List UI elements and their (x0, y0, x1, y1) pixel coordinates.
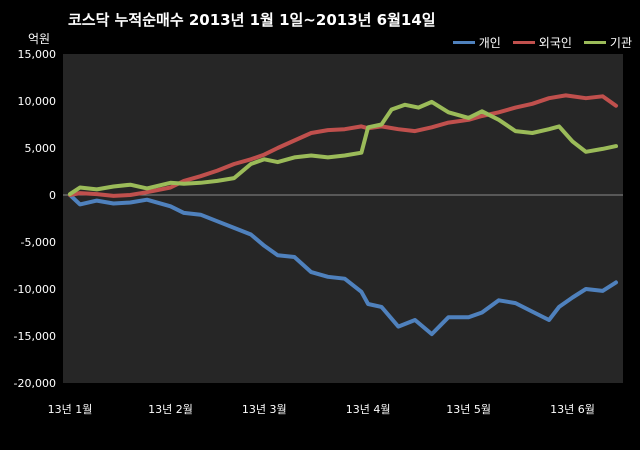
legend-item-institution: 기관 (583, 34, 632, 51)
x-tick-label: 13년 5월 (446, 403, 491, 416)
x-tick-label: 13년 3월 (242, 403, 287, 416)
y-tick-label: -10,000 (14, 283, 56, 296)
y-tick-label: -20,000 (14, 377, 56, 390)
series-line-foreign (68, 93, 618, 198)
y-tick-label: 0 (49, 189, 56, 202)
y-tick-label: 10,000 (18, 95, 57, 108)
series-line-individual (68, 193, 618, 337)
legend-swatch-foreign (512, 41, 535, 44)
chart-legend: 개인 외국인 기관 (452, 34, 632, 51)
y-tick-label: 15,000 (18, 48, 57, 61)
x-tick-label: 13년 6월 (550, 403, 595, 416)
y-axis-ticks: 15,000 10,000 5,000 0 -5,000 -10,000 -15,000 -2… (14, 48, 56, 390)
x-tick-label: 13년 2월 (148, 403, 193, 416)
legend-swatch-institution (583, 41, 606, 44)
y-tick-label: 5,000 (25, 142, 57, 155)
legend-label-foreign: 외국인 (538, 36, 572, 50)
legend-swatch-individual (452, 41, 475, 44)
legend-item-individual: 개인 (452, 34, 501, 51)
plot-area (63, 54, 623, 383)
x-tick-label: 13년 1월 (48, 403, 93, 416)
legend-label-individual: 개인 (478, 36, 501, 50)
legend-label-institution: 기관 (609, 36, 632, 50)
chart-title: 코스닥 누적순매수 2013년 1월 1일~2013년 6월14일 (68, 11, 436, 29)
legend-item-foreign: 외국인 (512, 34, 572, 51)
y-axis-unit: 억원 (28, 32, 51, 46)
x-tick-label: 13년 4월 (346, 403, 391, 416)
series-line-institution (68, 99, 618, 197)
y-tick-label: -5,000 (21, 236, 56, 249)
y-tick-label: -15,000 (14, 330, 56, 343)
series-lines (68, 93, 618, 337)
x-axis-ticks: 13년 1월 13년 2월 13년 3월 13년 4월 13년 5월 13년 6월 (48, 403, 595, 416)
